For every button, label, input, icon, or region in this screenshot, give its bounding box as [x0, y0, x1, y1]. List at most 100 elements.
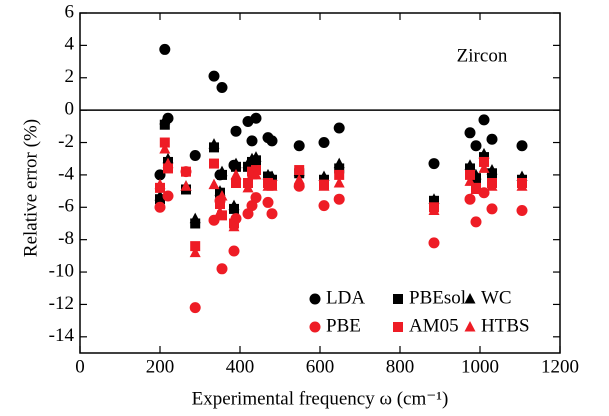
point — [250, 151, 262, 162]
legend-label: PBEsol — [409, 287, 466, 308]
point — [215, 199, 225, 210]
point — [486, 180, 498, 191]
point — [464, 175, 476, 186]
point — [516, 205, 528, 217]
point — [428, 158, 440, 170]
legend-marker — [393, 322, 403, 332]
point — [334, 163, 345, 174]
point — [293, 173, 305, 185]
point — [154, 178, 166, 190]
point — [214, 206, 226, 217]
legend-label: WC — [481, 287, 512, 308]
point — [231, 178, 241, 188]
point — [208, 178, 220, 190]
point — [189, 149, 201, 161]
point — [250, 192, 262, 204]
point — [266, 180, 278, 191]
point — [159, 143, 171, 154]
legend-marker — [464, 321, 476, 332]
point — [208, 214, 220, 226]
point — [228, 220, 240, 232]
point — [230, 125, 242, 137]
point — [428, 237, 440, 249]
x-tick-label: 800 — [386, 356, 415, 377]
y-tick-label: -2 — [58, 131, 74, 152]
y-tick-label: -14 — [49, 325, 75, 346]
point — [228, 245, 240, 257]
point — [293, 140, 305, 152]
point — [162, 157, 174, 169]
point — [470, 216, 482, 228]
point — [464, 127, 476, 139]
x-tick-label: 400 — [226, 356, 255, 377]
point — [486, 133, 498, 145]
point — [266, 208, 278, 220]
point — [216, 189, 228, 201]
point — [464, 159, 476, 170]
point — [428, 204, 440, 216]
point — [464, 193, 476, 205]
y-tick-label: -12 — [49, 293, 74, 314]
point — [209, 158, 219, 169]
point — [189, 246, 201, 258]
x-axis-label: Experimental frequency ω (cm⁻¹) — [192, 388, 449, 409]
point — [486, 164, 498, 175]
x-tick-label: 200 — [146, 356, 175, 377]
x-tick-label: 0 — [75, 356, 85, 377]
point — [180, 180, 192, 191]
point — [478, 147, 490, 159]
point — [230, 168, 242, 180]
point — [189, 302, 201, 314]
legend-label: LDA — [326, 287, 365, 308]
point — [159, 113, 171, 125]
point — [159, 43, 171, 55]
point — [230, 157, 242, 169]
point — [516, 180, 528, 191]
point — [478, 162, 490, 173]
point — [159, 119, 170, 130]
point — [486, 203, 498, 215]
legend-marker — [393, 294, 403, 304]
point — [163, 163, 173, 174]
y-tick-label: -10 — [49, 260, 74, 281]
point — [334, 169, 345, 180]
point — [318, 170, 330, 182]
point — [216, 263, 228, 275]
point — [208, 138, 220, 149]
point — [478, 187, 490, 199]
legend-label: AM05 — [409, 315, 459, 336]
y-tick-label: -8 — [58, 228, 74, 249]
point — [250, 112, 262, 124]
point — [465, 169, 475, 180]
legend-marker — [309, 293, 321, 305]
x-tick-label: 1200 — [541, 356, 579, 377]
x-tick-label: 600 — [306, 356, 335, 377]
point — [428, 193, 440, 204]
legend-label: PBE — [326, 315, 361, 336]
point — [470, 183, 482, 194]
point — [262, 196, 274, 208]
point — [190, 218, 201, 229]
point — [216, 165, 228, 177]
legend-label: HTBS — [481, 315, 530, 336]
point — [159, 137, 170, 148]
y-tick-label: -4 — [58, 163, 74, 184]
y-tick-label: 4 — [65, 34, 75, 55]
point — [162, 190, 174, 202]
legend-marker — [464, 293, 476, 304]
point — [216, 81, 228, 93]
point — [318, 180, 330, 191]
point — [479, 156, 489, 167]
point — [208, 70, 220, 82]
point — [242, 181, 254, 193]
point — [154, 201, 166, 213]
point — [228, 199, 240, 211]
annotation: Zircon — [457, 45, 508, 66]
point — [189, 212, 201, 224]
point — [333, 193, 345, 205]
point — [294, 165, 305, 176]
point — [333, 122, 345, 134]
point — [190, 241, 201, 252]
point — [154, 169, 166, 181]
point — [470, 140, 482, 152]
